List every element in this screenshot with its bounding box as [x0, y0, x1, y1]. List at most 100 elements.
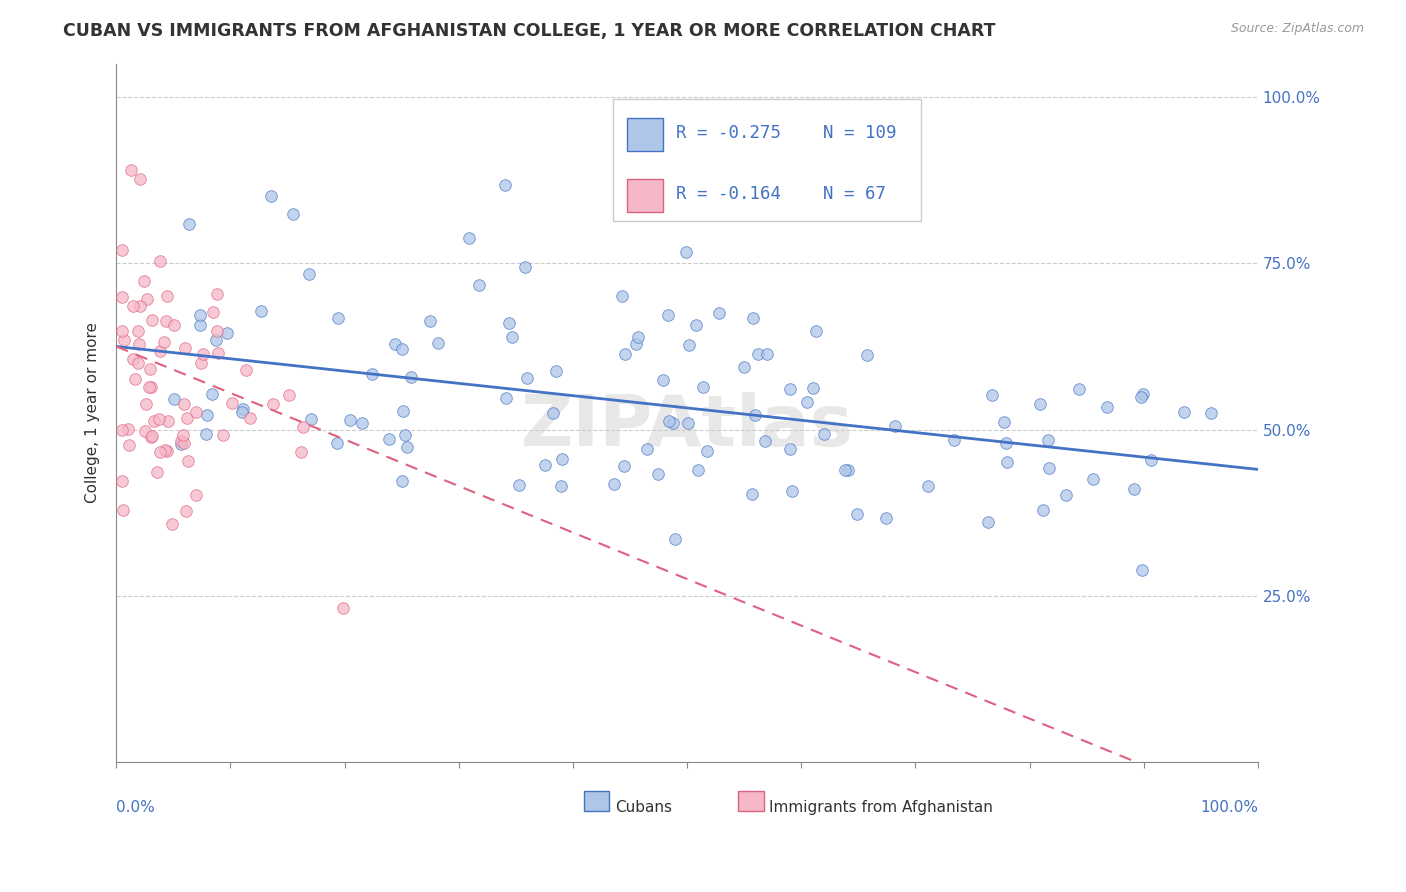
Point: [141, 429, 163, 443]
Point: [834, 463, 856, 477]
Point: [163, 318, 186, 332]
Point: [174, 341, 197, 355]
Point: [1036, 433, 1059, 447]
Point: [391, 474, 413, 488]
Point: [128, 299, 150, 313]
Point: [627, 329, 650, 343]
Point: [688, 462, 710, 476]
Point: [494, 178, 516, 192]
Point: [610, 289, 633, 303]
Bar: [627, 178, 664, 211]
Point: [391, 342, 413, 356]
Point: [796, 395, 818, 409]
Point: [139, 380, 162, 394]
Bar: [585, 791, 609, 811]
Point: [139, 430, 162, 444]
Point: [551, 451, 574, 466]
Point: [1095, 400, 1118, 414]
Point: [290, 445, 312, 459]
Point: [917, 478, 939, 492]
Point: [326, 436, 349, 450]
Point: [741, 487, 763, 501]
Point: [134, 424, 156, 438]
Point: [149, 444, 172, 458]
Point: [837, 463, 859, 477]
Point: [993, 415, 1015, 429]
Point: [191, 347, 214, 361]
Point: [658, 414, 681, 428]
Point: [149, 344, 172, 359]
Point: [742, 310, 765, 325]
Point: [111, 424, 134, 438]
Point: [801, 381, 824, 395]
Point: [188, 309, 211, 323]
Point: [813, 426, 835, 441]
Point: [613, 347, 636, 361]
Point: [419, 314, 441, 328]
Point: [1139, 453, 1161, 467]
Point: [350, 417, 373, 431]
Point: [1132, 387, 1154, 401]
Point: [250, 304, 273, 318]
Point: [205, 324, 228, 338]
Text: R = -0.164    N = 67: R = -0.164 N = 67: [676, 186, 886, 203]
Point: [883, 418, 905, 433]
Point: [157, 414, 180, 428]
Point: [427, 336, 450, 351]
Point: [148, 412, 170, 426]
Point: [495, 391, 517, 405]
Point: [779, 442, 801, 456]
Point: [603, 476, 626, 491]
Point: [636, 442, 658, 457]
Point: [332, 600, 354, 615]
Point: [160, 516, 183, 531]
Point: [177, 453, 200, 467]
Point: [399, 370, 422, 384]
Point: [675, 244, 697, 259]
Point: [215, 326, 238, 340]
Point: [283, 206, 305, 220]
Point: [754, 434, 776, 449]
Point: [707, 306, 730, 320]
Point: [755, 347, 778, 361]
Point: [1038, 460, 1060, 475]
Point: [111, 324, 134, 338]
Point: [170, 434, 193, 448]
Point: [201, 387, 224, 401]
Point: [135, 397, 157, 411]
Point: [172, 427, 194, 442]
Point: [111, 503, 134, 517]
Point: [142, 414, 165, 428]
Point: [546, 364, 568, 378]
Point: [676, 416, 699, 430]
Point: [195, 408, 218, 422]
FancyBboxPatch shape: [613, 99, 921, 221]
Point: [111, 290, 134, 304]
Point: [260, 189, 283, 203]
Point: [378, 432, 401, 446]
Point: [515, 260, 537, 274]
Point: [326, 310, 349, 325]
Text: Source: ZipAtlas.com: Source: ZipAtlas.com: [1230, 22, 1364, 36]
Point: [384, 337, 406, 351]
Point: [122, 351, 145, 366]
Text: Immigrants from Afghanistan: Immigrants from Afghanistan: [769, 800, 993, 815]
Text: R = -0.275    N = 109: R = -0.275 N = 109: [676, 124, 896, 142]
Point: [943, 434, 966, 448]
Point: [232, 402, 254, 417]
Point: [132, 274, 155, 288]
Point: [292, 419, 315, 434]
Point: [176, 410, 198, 425]
Text: 0.0%: 0.0%: [117, 800, 155, 815]
Point: [173, 436, 195, 450]
Point: [875, 511, 897, 525]
Text: Cubans: Cubans: [616, 800, 672, 815]
Point: [118, 438, 141, 452]
Text: 100.0%: 100.0%: [1199, 800, 1258, 815]
Point: [779, 382, 801, 396]
Point: [156, 289, 179, 303]
Point: [117, 422, 139, 436]
Point: [201, 304, 224, 318]
Point: [394, 428, 416, 442]
Point: [212, 427, 235, 442]
